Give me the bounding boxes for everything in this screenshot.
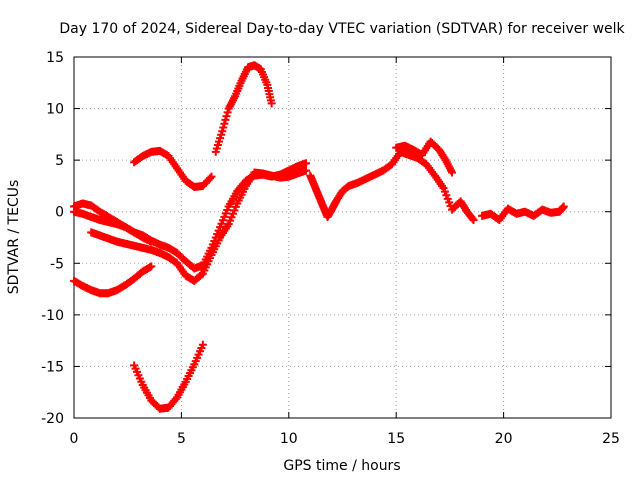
data-point <box>207 172 216 181</box>
data-point <box>469 215 478 224</box>
data-point <box>301 159 310 168</box>
ticks-layer: 0 5 10 15 20 25 -20 -15 -10 -5 0 5 10 15 <box>41 50 620 447</box>
data-point <box>147 262 156 271</box>
x-tick-label: 20 <box>495 431 513 447</box>
y-tick-label: 5 <box>55 153 64 169</box>
series-band-c <box>87 166 310 285</box>
data-point <box>197 270 206 279</box>
data-point <box>220 119 229 128</box>
data-point <box>206 174 215 183</box>
y-tick-label: -5 <box>50 256 64 272</box>
y-tick-label: -20 <box>41 411 64 427</box>
data-point <box>468 214 477 223</box>
y-axis-title: SDTVAR / TECUs <box>6 180 22 295</box>
data-point <box>448 168 457 177</box>
x-tick-label: 5 <box>177 431 186 447</box>
points-layer <box>70 61 568 413</box>
y-tick-label: 10 <box>46 102 64 118</box>
data-point <box>147 237 156 246</box>
chart-title: Day 170 of 2024, Sidereal Day-to-day VTE… <box>59 21 625 37</box>
plot-frame <box>73 56 612 419</box>
series-band-b <box>70 207 156 246</box>
series-upper-right-arc <box>392 137 457 177</box>
series-right-tail <box>478 202 568 224</box>
x-tick-label: 0 <box>70 431 79 447</box>
series-arc-upper <box>130 146 216 191</box>
x-tick-label: 15 <box>387 431 405 447</box>
data-point <box>559 202 568 211</box>
data-point <box>301 166 310 175</box>
y-tick-label: -15 <box>41 359 64 375</box>
y-tick-label: -10 <box>41 308 64 324</box>
data-point <box>198 340 207 349</box>
series-arc-lower-left <box>70 262 156 298</box>
series-arc-high <box>211 61 276 156</box>
series-middle-cluster <box>306 147 478 224</box>
x-tick-label: 10 <box>280 431 298 447</box>
data-point <box>218 127 227 136</box>
data-point <box>223 108 232 117</box>
x-axis-title: GPS time / hours <box>283 458 400 474</box>
grid-layer <box>73 56 612 419</box>
data-point <box>267 99 276 108</box>
series-arc-lowest <box>130 340 207 413</box>
y-tick-label: 15 <box>46 50 64 66</box>
x-tick-label: 25 <box>602 431 620 447</box>
data-point <box>219 123 228 132</box>
data-point <box>222 112 231 121</box>
data-point <box>221 115 230 124</box>
y-tick-label: 0 <box>55 205 64 221</box>
